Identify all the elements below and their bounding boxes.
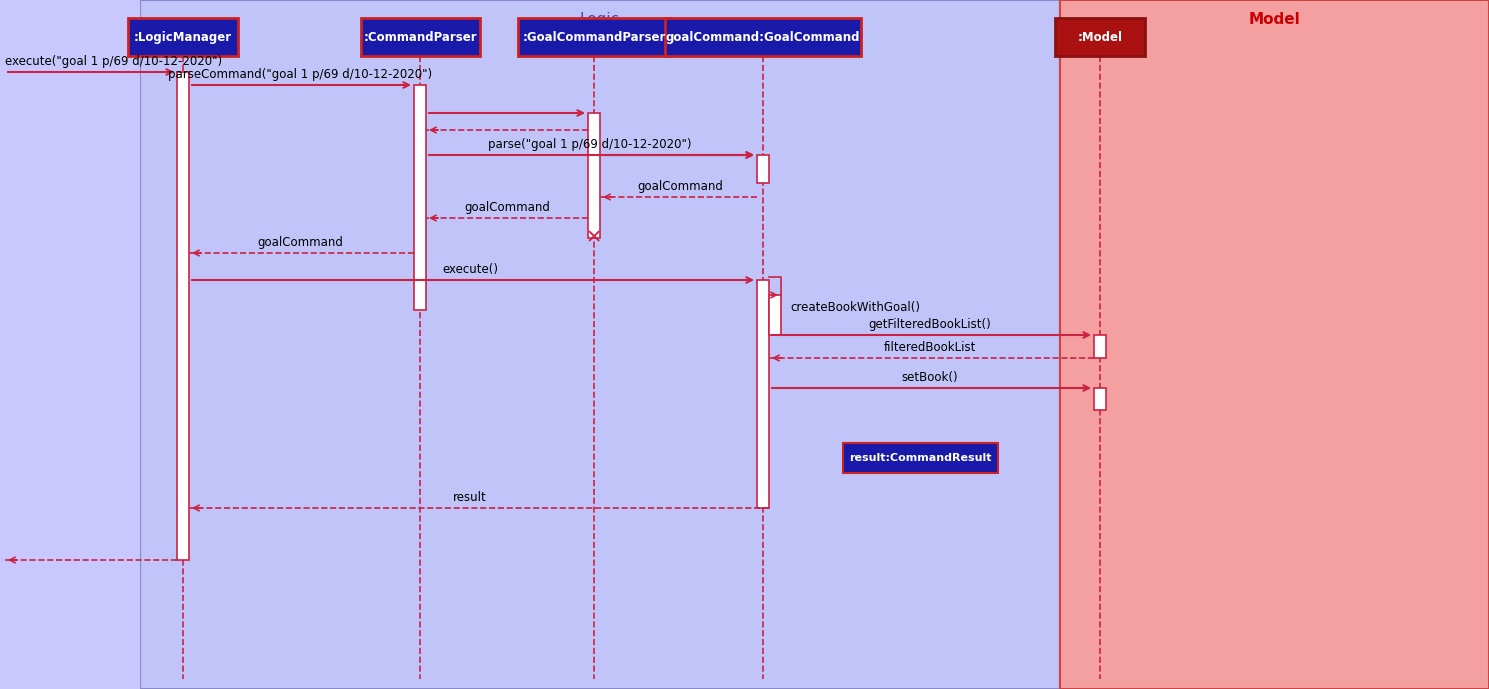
- Text: Logic: Logic: [579, 12, 619, 27]
- Bar: [756, 155, 768, 183]
- Text: Model: Model: [1249, 12, 1300, 27]
- Text: goalCommand: goalCommand: [465, 201, 549, 214]
- Bar: [414, 85, 426, 310]
- Text: execute("goal 1 p/69 d/10-12-2020"): execute("goal 1 p/69 d/10-12-2020"): [4, 55, 222, 68]
- Bar: [0, 0, 140, 689]
- Text: ✕: ✕: [585, 229, 602, 247]
- Text: :LogicManager: :LogicManager: [134, 30, 232, 43]
- Text: result: result: [453, 491, 487, 504]
- Bar: [1094, 388, 1106, 410]
- Text: createBookWithGoal(): createBookWithGoal(): [791, 300, 920, 313]
- Bar: [518, 18, 670, 56]
- Text: goalCommand: goalCommand: [637, 180, 724, 193]
- Text: result:CommandResult: result:CommandResult: [849, 453, 992, 463]
- Text: parseCommand("goal 1 p/69 d/10-12-2020"): parseCommand("goal 1 p/69 d/10-12-2020"): [168, 68, 432, 81]
- Bar: [128, 18, 238, 56]
- Text: :Model: :Model: [1078, 30, 1123, 43]
- Text: :GoalCommandParser: :GoalCommandParser: [523, 30, 666, 43]
- Bar: [1094, 335, 1106, 358]
- Text: filteredBookList: filteredBookList: [884, 341, 977, 354]
- Text: setBook(): setBook(): [902, 371, 959, 384]
- Bar: [1060, 0, 1489, 689]
- Bar: [177, 72, 189, 560]
- Text: goalCommand:GoalCommand: goalCommand:GoalCommand: [666, 30, 861, 43]
- Text: :CommandParser: :CommandParser: [363, 30, 476, 43]
- Bar: [1056, 18, 1145, 56]
- Text: goalCommand: goalCommand: [258, 236, 342, 249]
- Text: execute(): execute(): [442, 263, 497, 276]
- Bar: [843, 443, 998, 473]
- Bar: [768, 295, 782, 335]
- Bar: [666, 18, 861, 56]
- Text: parse("goal 1 p/69 d/10-12-2020"): parse("goal 1 p/69 d/10-12-2020"): [488, 138, 692, 151]
- Bar: [360, 18, 479, 56]
- Text: getFilteredBookList(): getFilteredBookList(): [868, 318, 992, 331]
- Bar: [140, 0, 1060, 689]
- Bar: [756, 280, 768, 508]
- Bar: [588, 113, 600, 238]
